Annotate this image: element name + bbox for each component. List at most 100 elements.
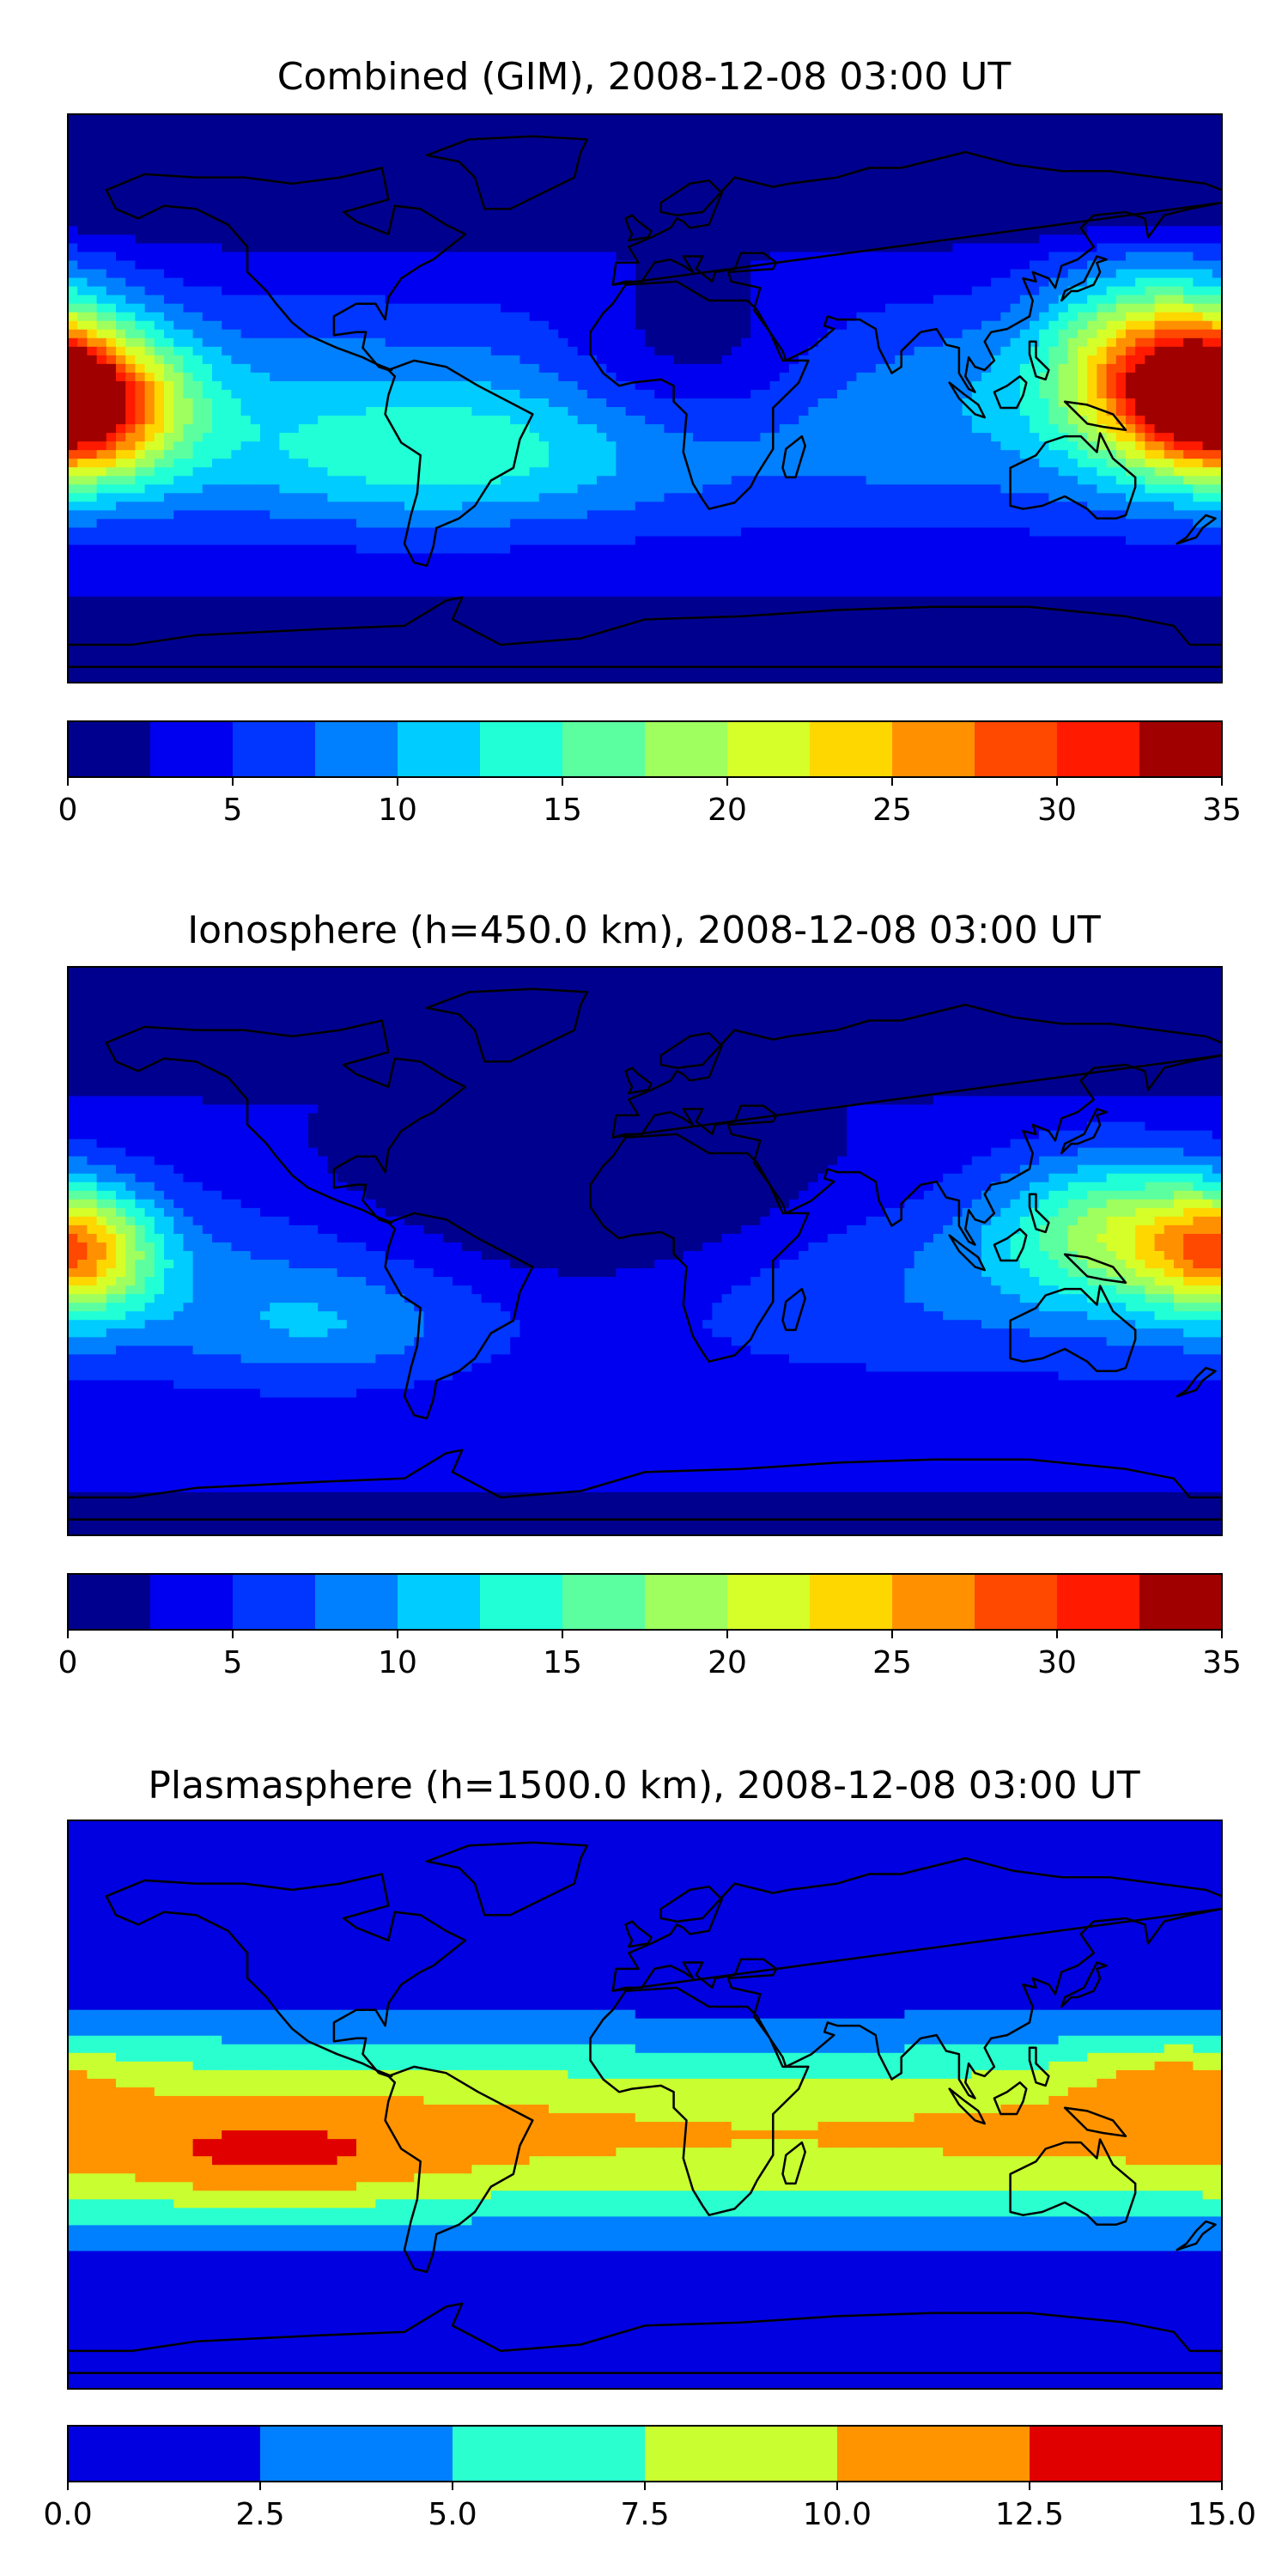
- field-cell: [952, 209, 963, 218]
- field-cell: [693, 277, 703, 288]
- field-cell: [164, 380, 174, 391]
- field-cell: [462, 416, 472, 425]
- field-cell: [1039, 363, 1049, 374]
- field-cell: [298, 149, 309, 158]
- field-cell: [318, 424, 328, 434]
- field-cell: [616, 312, 627, 322]
- field-cell: [366, 131, 376, 141]
- field-cell: [1193, 295, 1204, 305]
- field-cell: [1087, 260, 1097, 270]
- field-cell: [346, 355, 357, 365]
- field-cell: [827, 191, 838, 201]
- field-cell: [1145, 277, 1156, 288]
- field-cell: [779, 320, 790, 331]
- field-cell: [1135, 363, 1145, 374]
- field-cell: [1019, 424, 1030, 434]
- field-cell: [654, 337, 665, 348]
- field-cell: [1010, 191, 1021, 201]
- field-cell: [279, 157, 290, 167]
- field-cell: [404, 320, 415, 331]
- field-cell: [625, 131, 636, 141]
- field-cell: [404, 372, 415, 382]
- field-cell: [683, 424, 694, 434]
- field-cell: [586, 407, 598, 416]
- field-cell: [298, 269, 309, 279]
- field-cell: [308, 346, 319, 356]
- field-cell: [779, 416, 790, 425]
- field-cell: [289, 131, 300, 141]
- field-cell: [1097, 234, 1108, 245]
- field-cell: [635, 329, 646, 339]
- field-cell: [789, 243, 799, 253]
- field-cell: [96, 303, 107, 313]
- field-cell: [1174, 346, 1184, 356]
- field-cell: [1048, 114, 1060, 124]
- field-cell: [77, 131, 88, 141]
- field-cell: [923, 459, 934, 468]
- field-cell: [337, 346, 348, 356]
- field-cell: [1183, 277, 1194, 288]
- field-cell: [538, 312, 550, 322]
- field-cell: [635, 183, 646, 192]
- field-cell: [337, 252, 348, 262]
- field-cell: [577, 372, 588, 382]
- field-cell: [885, 303, 896, 313]
- field-cell: [529, 433, 540, 442]
- field-cell: [895, 217, 905, 227]
- field-cell: [875, 191, 886, 201]
- field-cell: [558, 416, 568, 425]
- field-cell: [549, 363, 559, 374]
- field-cell: [779, 131, 790, 141]
- field-cell: [327, 140, 338, 149]
- field-cell: [414, 467, 424, 477]
- field-cell: [750, 459, 761, 468]
- field-cell: [693, 355, 703, 365]
- field-cell: [279, 450, 290, 459]
- field-cell: [106, 312, 117, 322]
- field-cell: [1010, 303, 1021, 313]
- field-cell: [125, 277, 136, 288]
- field-cell: [837, 140, 848, 149]
- field-cell: [116, 407, 126, 416]
- field-cell: [827, 123, 838, 132]
- field-cell: [673, 140, 684, 149]
- field-cell: [577, 467, 588, 477]
- field-cell: [616, 226, 627, 236]
- field-cell: [654, 441, 665, 451]
- field-cell: [721, 312, 732, 322]
- field-cell: [1087, 166, 1097, 175]
- field-cell: [192, 277, 204, 288]
- field-cell: [96, 252, 107, 262]
- field-cell: [192, 467, 204, 477]
- field-cell: [260, 372, 270, 382]
- field-cell: [799, 450, 809, 459]
- field-cell: [962, 149, 973, 158]
- field-cell: [895, 114, 905, 124]
- field-cell: [346, 320, 357, 331]
- field-cell: [231, 157, 242, 167]
- field-cell: [433, 174, 444, 184]
- field-cell: [895, 191, 905, 201]
- field-cell: [308, 320, 319, 331]
- field-cell: [116, 166, 126, 175]
- field-cell: [789, 149, 799, 158]
- field-cell: [240, 389, 252, 399]
- field-cell: [1058, 329, 1069, 339]
- field-cell: [693, 157, 703, 167]
- field-cell: [385, 389, 396, 399]
- field-cell: [952, 286, 963, 296]
- field-cell: [231, 424, 242, 434]
- field-cell: [923, 424, 934, 434]
- field-cell: [962, 441, 973, 451]
- field-cell: [895, 407, 905, 416]
- field-cell: [952, 252, 963, 262]
- field-cell: [654, 312, 665, 322]
- field-cell: [1183, 337, 1194, 348]
- field-cell: [298, 459, 309, 468]
- field-cell: [586, 277, 598, 288]
- field-cell: [1067, 363, 1078, 374]
- field-cell: [654, 174, 665, 184]
- field-cell: [501, 260, 511, 270]
- field-cell: [1174, 312, 1184, 322]
- field-cell: [808, 217, 819, 227]
